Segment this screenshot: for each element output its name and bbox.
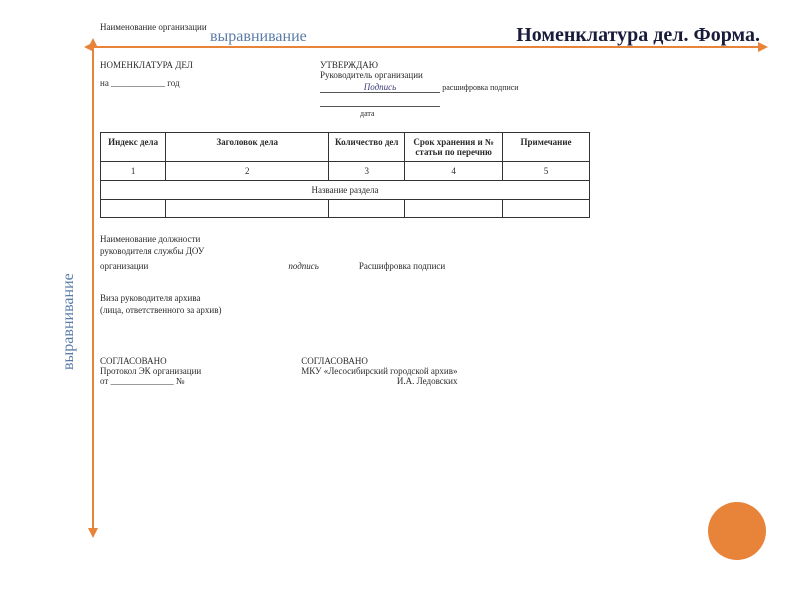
sig-decrypt-label: расшифровка подписи [442,83,518,92]
position-line-3: организации [100,261,148,273]
decorative-circle [708,502,766,560]
visa-block: Виза руководителя архива (лица, ответств… [100,293,640,316]
agree-left-title: СОГЛАСОВАНО [100,356,201,366]
nomenclature-title: НОМЕНКЛАТУРА ДЕЛ [100,60,280,70]
position-line-1: Наименование должности [100,234,640,246]
agree-block: СОГЛАСОВАНО Протокол ЭК организации от _… [100,356,640,386]
table-num-row: 1 2 3 4 5 [101,162,590,181]
col-header-3: Количество дел [329,133,405,162]
agree-right-title: СОГЛАСОВАНО [301,356,457,366]
agree-right-name: И.А. Ледовских [301,376,457,386]
approve-label: УТВЕРЖДАЮ [320,60,640,70]
vertical-arrow-label: выравнивание [60,273,78,370]
sig-decrypt-2: Расшифровка подписи [359,261,445,273]
org-name: Наименование организации [100,22,640,32]
vertical-arrow [92,46,94,530]
agree-right-line: МКУ «Лесосибирский городской архив» [301,366,457,376]
year-line: на ____________ год [100,78,280,88]
col-header-5: Примечание [503,133,590,162]
col-header-1: Индекс дела [101,133,166,162]
position-block: Наименование должности руководителя служ… [100,234,640,273]
agree-left: СОГЛАСОВАНО Протокол ЭК организации от _… [100,356,201,386]
col-header-4: Срок хранения и № статьи по перечню [405,133,503,162]
table-section-row: Название раздела [101,181,590,200]
visa-line-1: Виза руководителя архива [100,293,640,305]
signature-line: Подпись [320,82,440,93]
col-num-4: 4 [405,162,503,181]
date-line [320,106,440,107]
col-num-1: 1 [101,162,166,181]
agree-right: СОГЛАСОВАНО МКУ «Лесосибирский городской… [301,356,457,386]
col-num-2: 2 [166,162,329,181]
document-form: Наименование организации НОМЕНКЛАТУРА ДЕ… [100,22,640,386]
agree-left-line: Протокол ЭК организации [100,366,201,376]
date-label: дата [360,109,640,118]
head-org-label: Руководитель организации [320,70,640,80]
agree-left-date: от ______________ № [100,376,201,386]
position-line-2: руководителя службы ДОУ [100,246,640,258]
table-header-row: Индекс дела Заголовок дела Количество де… [101,133,590,162]
section-title-cell: Название раздела [101,181,590,200]
visa-line-2: (лица, ответственного за архив) [100,305,640,317]
col-num-5: 5 [503,162,590,181]
signature-mid: подпись [288,261,319,273]
col-header-2: Заголовок дела [166,133,329,162]
table-empty-row [101,200,590,218]
col-num-3: 3 [329,162,405,181]
main-table: Индекс дела Заголовок дела Количество де… [100,132,590,218]
